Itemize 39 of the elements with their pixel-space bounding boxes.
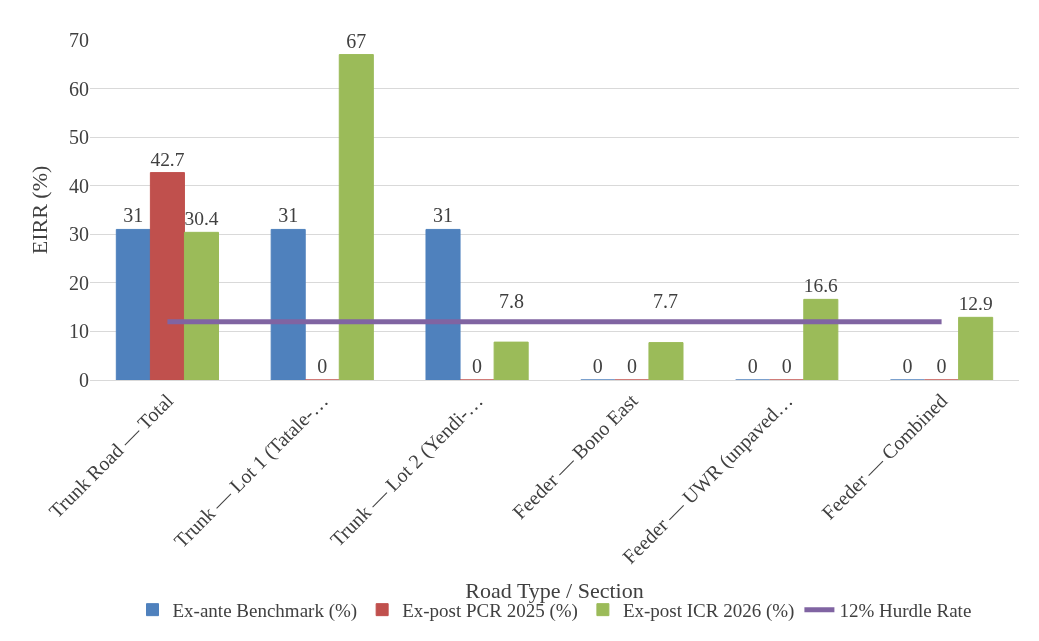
data-label: 67 [346,29,367,52]
data-label: 31 [123,204,144,227]
y-tick-label: 30 [69,223,89,246]
bar [648,342,684,380]
bar [149,172,185,380]
data-label: 0 [626,355,637,377]
legend-label: Ex-ante Benchmark (%) [172,600,358,623]
data-label: 0 [936,355,947,377]
data-label: 0 [317,355,328,377]
y-axis-title: EIRR (%) [26,165,52,255]
y-tick-label: 0 [79,369,89,391]
bar [958,316,994,380]
data-label: 0 [902,355,913,377]
y-tick-label: 10 [69,320,89,343]
bar [115,228,151,380]
bar [803,298,839,380]
y-tick-label: 20 [69,271,89,294]
data-label: 0 [747,355,758,377]
y-tick-label: 60 [69,77,89,100]
data-label: 0 [472,355,483,377]
bar [270,228,306,380]
data-label: 0 [592,355,603,377]
data-label: 7.7 [653,290,678,312]
data-label: 12.9 [958,293,993,315]
data-label: 0 [781,355,792,377]
y-tick-label: 50 [69,126,89,149]
data-label: 16.6 [803,275,839,297]
legend-label: 12% Hurdle Rate [839,600,972,622]
bar [338,54,374,380]
data-label: 7.8 [499,290,524,312]
y-tick-label: 70 [69,29,89,51]
bar [493,341,529,380]
bar [425,228,461,380]
data-label: 42.7 [150,148,185,170]
data-label: 30.4 [184,208,219,230]
data-label: 31 [278,204,299,227]
data-label: 31 [433,204,454,227]
y-tick-label: 40 [69,174,89,197]
bar [183,231,220,380]
